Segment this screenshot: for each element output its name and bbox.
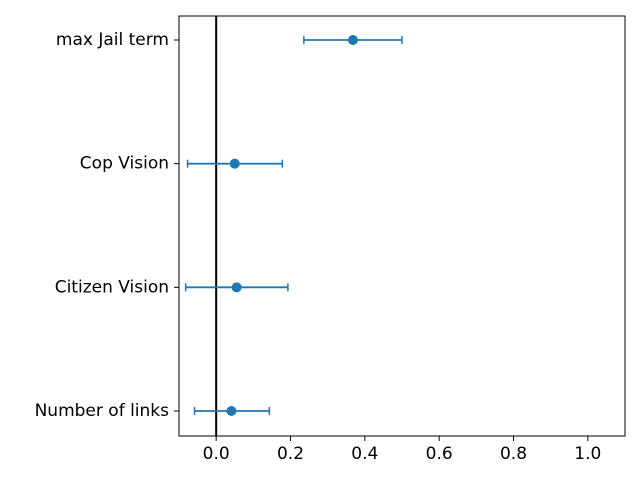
axes-frame [178,15,626,437]
point-cop-vision [229,158,240,169]
point-number-of-links [226,406,237,416]
x-tick-label-4: 0.8 [500,444,527,464]
y-tick-label-max-jail-term: max Jail term [56,30,169,50]
y-tick-label-cop-vision: Cop Vision [80,154,169,174]
y-tick-label-citizen-vision: Citizen Vision [55,277,169,297]
x-tick-label-3: 0.6 [426,444,453,464]
x-tick-label-1: 0.2 [277,444,304,464]
x-tick-label-0: 0.0 [203,444,230,464]
y-tick-label-number-of-links: Number of links [35,401,170,421]
x-tick-label-2: 0.4 [351,444,378,464]
point-max-jail-term [347,35,358,45]
point-citizen-vision [231,282,242,293]
x-tick-label-5: 1.0 [574,444,601,464]
